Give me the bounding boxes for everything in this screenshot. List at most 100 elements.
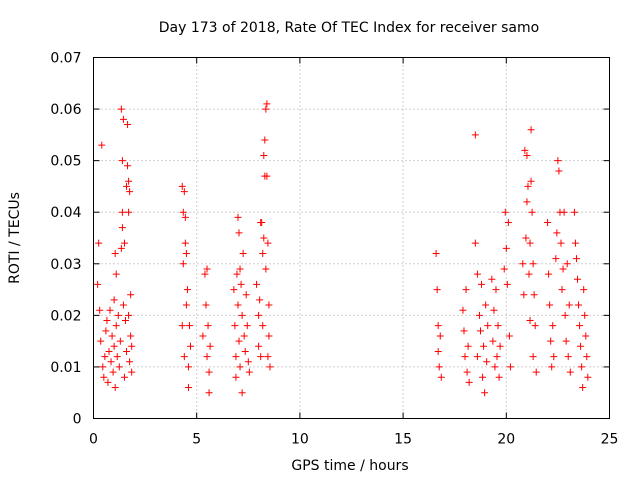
data-point: [545, 270, 553, 278]
data-point: [505, 332, 513, 340]
data-point: [184, 384, 192, 392]
data-point: [178, 322, 186, 330]
y-tick-label: 0.03: [50, 257, 81, 273]
data-point: [179, 260, 187, 268]
data-point: [100, 373, 108, 381]
data-point: [184, 363, 192, 371]
data-point: [549, 322, 557, 330]
data-point: [433, 286, 441, 294]
ticks: [93, 57, 610, 419]
data-point: [111, 249, 119, 257]
data-point: [488, 275, 496, 283]
data-point: [199, 332, 207, 340]
y-tick-label: 0.05: [50, 154, 81, 170]
data-point: [544, 219, 552, 227]
data-point: [241, 347, 249, 355]
data-point: [580, 286, 588, 294]
data-point: [259, 322, 267, 330]
data-point: [264, 353, 272, 361]
data-point: [97, 337, 105, 345]
data-point: [523, 198, 531, 206]
data-point: [526, 317, 534, 325]
data-point: [473, 270, 481, 278]
data-point: [245, 368, 253, 376]
data-point: [242, 291, 250, 299]
data-point: [126, 358, 134, 366]
data-point: [481, 389, 489, 397]
chart-title: Day 173 of 2018, Rate Of TEC Index for r…: [159, 20, 539, 36]
data-point: [244, 358, 252, 366]
y-tick-label: 0: [73, 412, 82, 428]
data-point: [463, 368, 471, 376]
data-point: [582, 332, 590, 340]
data-point: [205, 368, 213, 376]
data-point: [480, 342, 488, 350]
data-point: [575, 301, 583, 309]
data-point: [263, 100, 271, 108]
data-point: [434, 347, 442, 355]
data-point: [436, 332, 444, 340]
data-point: [118, 157, 126, 165]
data-point: [475, 311, 483, 319]
data-point: [473, 353, 481, 361]
data-point: [527, 126, 535, 134]
data-point: [506, 363, 514, 371]
data-point: [238, 389, 246, 397]
data-point: [243, 322, 251, 330]
x-tick-label: 25: [601, 432, 619, 448]
data-point: [264, 239, 272, 247]
data-point: [96, 306, 104, 314]
data-point: [530, 291, 538, 299]
data-point: [232, 373, 240, 381]
data-point: [265, 332, 273, 340]
data-point: [577, 342, 585, 350]
grid: [93, 57, 610, 419]
data-point: [203, 265, 211, 273]
data-point: [521, 146, 529, 154]
data-point: [503, 280, 511, 288]
data-point: [554, 157, 562, 165]
y-tick-label: 0.07: [50, 51, 81, 67]
data-point: [578, 363, 586, 371]
data-point: [128, 342, 136, 350]
data-point: [546, 301, 554, 309]
data-point: [112, 322, 120, 330]
data-point: [492, 286, 500, 294]
data-point: [504, 219, 512, 227]
data-point: [502, 244, 510, 252]
data-point: [523, 151, 531, 159]
data-point: [126, 188, 134, 196]
y-tick-label: 0.02: [50, 308, 81, 324]
data-point: [564, 353, 572, 361]
data-point: [118, 224, 126, 232]
data-point: [434, 322, 442, 330]
data-point: [493, 353, 501, 361]
data-point: [123, 182, 131, 190]
data-point: [260, 151, 268, 159]
data-point: [125, 177, 133, 185]
data-point: [235, 229, 243, 237]
data-point: [255, 311, 263, 319]
data-point: [94, 280, 102, 288]
data-point: [121, 317, 129, 325]
data-point: [558, 286, 566, 294]
data-point: [98, 141, 106, 149]
data-point: [550, 353, 558, 361]
data-point: [105, 347, 113, 355]
data-point: [500, 265, 508, 273]
data-point: [101, 353, 109, 361]
data-point: [565, 301, 573, 309]
data-point: [529, 353, 537, 361]
data-point: [266, 363, 274, 371]
data-point: [117, 244, 125, 252]
data-point: [256, 296, 264, 304]
data-point: [103, 317, 111, 325]
data-point: [432, 249, 440, 257]
data-point: [181, 239, 189, 247]
data-point: [258, 219, 266, 227]
data-point: [236, 265, 244, 273]
data-point: [125, 311, 133, 319]
data-point: [125, 208, 133, 216]
data-point: [461, 353, 469, 361]
